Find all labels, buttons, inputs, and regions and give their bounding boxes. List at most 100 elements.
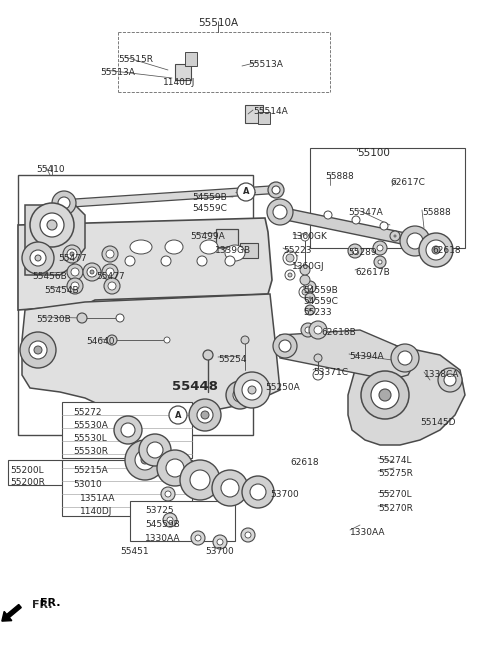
Circle shape [305,305,315,315]
Circle shape [189,399,221,431]
Circle shape [52,191,76,215]
Text: 55289: 55289 [348,248,377,257]
Circle shape [29,341,47,359]
Text: 55515R: 55515R [118,55,153,64]
Text: 55250A: 55250A [265,383,300,392]
Bar [245,105,263,123]
Text: 62618: 62618 [290,458,319,467]
Text: A: A [175,411,181,420]
Text: 53371C: 53371C [313,368,348,377]
Circle shape [217,539,223,545]
Bar [240,243,258,258]
Circle shape [87,267,97,277]
Circle shape [301,323,315,337]
Circle shape [314,326,322,334]
Circle shape [309,309,311,311]
Circle shape [30,203,74,247]
Circle shape [324,211,332,219]
Text: 55145D: 55145D [420,418,456,427]
Circle shape [444,374,456,386]
Circle shape [201,411,209,419]
Text: 1140DJ: 1140DJ [80,507,112,516]
Circle shape [71,282,79,290]
Circle shape [245,532,251,538]
Circle shape [107,335,117,345]
Circle shape [212,470,248,506]
Text: FR.: FR. [40,598,60,608]
Circle shape [286,254,294,262]
Circle shape [398,351,412,365]
Polygon shape [275,206,421,248]
Circle shape [167,517,173,523]
Text: 55233: 55233 [303,308,332,317]
Circle shape [237,183,255,201]
Circle shape [302,289,308,295]
Circle shape [299,286,311,298]
Circle shape [380,222,388,230]
Circle shape [283,251,297,265]
Text: 54559B: 54559B [192,193,227,202]
Circle shape [197,256,207,266]
Circle shape [197,407,213,423]
Circle shape [361,371,409,419]
Circle shape [30,250,46,266]
Circle shape [377,245,383,251]
Circle shape [390,231,400,241]
Text: 62617B: 62617B [355,268,390,277]
Circle shape [190,470,210,490]
Text: 55514A: 55514A [253,107,288,116]
Bar [310,148,465,248]
Ellipse shape [225,245,245,261]
Circle shape [165,491,171,497]
Polygon shape [60,186,282,207]
Text: 55200R: 55200R [10,478,45,487]
Circle shape [305,293,315,303]
Polygon shape [18,218,272,310]
Circle shape [63,245,81,263]
Text: 55530L: 55530L [73,434,107,443]
Text: 55448: 55448 [172,380,218,393]
Circle shape [300,275,310,285]
Circle shape [308,285,312,289]
Circle shape [35,255,41,261]
Circle shape [157,450,193,486]
Bar [62,460,192,516]
Circle shape [242,380,262,400]
Bar [216,229,238,247]
Circle shape [301,233,309,241]
Circle shape [180,460,220,500]
Circle shape [20,332,56,368]
Text: 55530R: 55530R [73,447,108,456]
Text: 55272: 55272 [73,408,101,417]
Circle shape [400,226,430,256]
Text: 55451: 55451 [120,547,149,556]
Text: 55100: 55100 [357,148,390,158]
Circle shape [116,314,124,322]
Text: 55888: 55888 [422,208,451,217]
Circle shape [419,233,453,267]
Circle shape [34,346,42,354]
Circle shape [426,240,446,260]
Circle shape [195,535,201,541]
Circle shape [250,484,266,500]
Circle shape [373,241,387,255]
Circle shape [213,535,227,549]
Circle shape [273,205,287,219]
Text: 1360GJ: 1360GJ [292,262,324,271]
Text: 55270L: 55270L [378,490,412,499]
Text: 53700: 53700 [205,547,234,556]
Text: 55888: 55888 [325,172,354,181]
Circle shape [67,264,83,280]
Circle shape [164,337,170,343]
Text: 62617C: 62617C [390,178,425,187]
Circle shape [432,246,440,254]
Circle shape [83,263,101,281]
Circle shape [102,264,118,280]
Circle shape [272,186,280,194]
Text: 54394A: 54394A [349,352,384,361]
Text: 55200L: 55200L [10,466,44,475]
Circle shape [241,528,255,542]
Text: 1360GK: 1360GK [292,232,328,241]
Circle shape [106,250,114,258]
Circle shape [121,423,135,437]
